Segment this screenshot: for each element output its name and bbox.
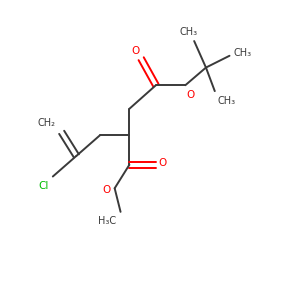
Text: CH₃: CH₃ (234, 48, 252, 58)
Text: CH₂: CH₂ (38, 118, 56, 128)
Text: H₃C: H₃C (98, 216, 116, 226)
Text: O: O (102, 185, 110, 195)
Text: O: O (187, 90, 195, 100)
Text: CH₃: CH₃ (218, 95, 236, 106)
Text: Cl: Cl (38, 181, 48, 191)
Text: O: O (159, 158, 167, 168)
Text: O: O (131, 46, 140, 56)
Text: CH₃: CH₃ (179, 27, 197, 37)
